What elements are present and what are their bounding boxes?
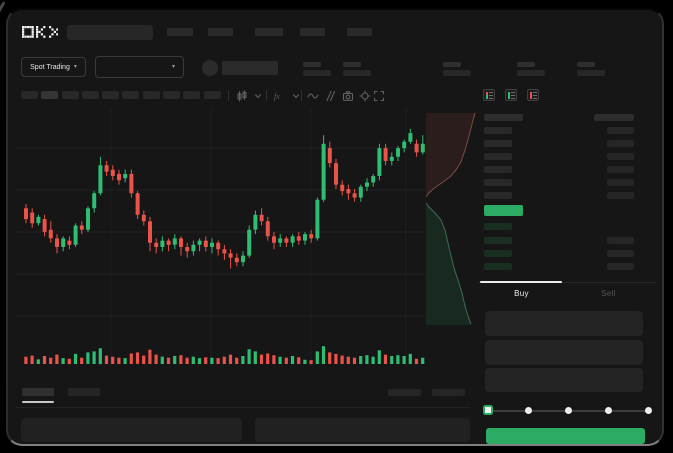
interval-button-placeholder-9[interactable] <box>183 91 200 99</box>
bottom-tab-active-underline <box>22 401 54 403</box>
stat-label-placeholder-1 <box>303 62 321 67</box>
fullscreen-icon[interactable] <box>373 89 385 102</box>
camera-icon[interactable] <box>342 89 354 101</box>
stat-label-placeholder-4 <box>517 62 535 67</box>
okx-logo <box>22 26 61 39</box>
interval-button-placeholder-6[interactable] <box>122 91 139 99</box>
orderbook-header-price <box>484 114 523 121</box>
stat-value-placeholder-4 <box>517 70 545 76</box>
bid-row-price-2[interactable] <box>484 237 512 244</box>
ask-row-amount-6 <box>607 192 634 199</box>
orderbook-header-amount <box>594 114 634 121</box>
bottom-action-placeholder-1[interactable] <box>388 389 421 396</box>
ask-row-amount-2 <box>607 140 634 147</box>
buy-tab-underline <box>480 281 562 283</box>
stat-label-placeholder-2 <box>343 62 361 67</box>
toolbar-divider-1 <box>228 90 229 101</box>
ask-row-price-2[interactable] <box>484 140 512 147</box>
interval-button-placeholder-4[interactable] <box>82 91 99 99</box>
settings-gear-icon[interactable] <box>359 89 371 102</box>
bottom-action-placeholder-2[interactable] <box>432 389 465 396</box>
interval-button-placeholder-10[interactable] <box>204 91 221 99</box>
tab-buy[interactable]: Buy <box>514 289 529 298</box>
nav-item-placeholder-4[interactable] <box>300 28 325 36</box>
interval-button-placeholder-3[interactable] <box>62 91 79 99</box>
wave-indicator-icon[interactable] <box>307 89 319 101</box>
search-input[interactable] <box>67 25 153 40</box>
order-input-placeholder-2[interactable] <box>485 340 643 365</box>
ask-row-price-5[interactable] <box>484 179 512 186</box>
bid-row-price-3[interactable] <box>484 250 512 257</box>
nav-item-placeholder-3[interactable] <box>255 28 283 36</box>
bottom-content-row-1 <box>21 418 242 442</box>
candle-style-icon[interactable] <box>236 89 248 102</box>
orderbook-asks-icon[interactable] <box>527 89 539 101</box>
compare-icon[interactable] <box>324 89 336 102</box>
nav-item-placeholder-1[interactable] <box>167 28 193 36</box>
pair-dropdown[interactable]: ▾ <box>95 56 184 78</box>
stat-value-placeholder-2 <box>343 70 371 76</box>
pair-name-placeholder <box>222 61 278 75</box>
ask-row-amount-3 <box>607 153 634 160</box>
nav-item-placeholder-5[interactable] <box>347 28 372 36</box>
chevron-down-icon: ▾ <box>73 64 77 70</box>
ask-row-amount-5 <box>607 179 634 186</box>
bid-row-amount-3 <box>607 250 634 257</box>
order-input-placeholder-1[interactable] <box>485 311 643 336</box>
orderbook-all-icon[interactable] <box>483 89 495 101</box>
ask-row-amount-1 <box>607 127 634 134</box>
depth-chart[interactable] <box>425 110 478 330</box>
ask-row-amount-4 <box>607 166 634 173</box>
bottom-tab-placeholder-1[interactable] <box>22 388 54 396</box>
fx-indicator-icon[interactable]: fx <box>272 89 284 101</box>
stat-value-placeholder-1 <box>303 70 331 76</box>
interval-button-placeholder-1[interactable] <box>21 91 38 99</box>
bid-row-price-1[interactable] <box>484 223 512 230</box>
market-type-label: Spot Trading <box>30 63 70 71</box>
candlestick-chart[interactable] <box>16 108 425 370</box>
bid-row-price-4[interactable] <box>484 263 512 270</box>
slider-stop-2[interactable] <box>524 407 532 414</box>
bottom-divider <box>16 407 470 408</box>
ask-row-price-4[interactable] <box>484 166 512 173</box>
last-price-indicator <box>484 205 523 216</box>
slider-stop-3[interactable] <box>564 407 572 414</box>
orderbook-bids-icon[interactable] <box>505 89 517 101</box>
stat-value-placeholder-3 <box>443 70 471 76</box>
bottom-content-row-2 <box>255 418 470 442</box>
stat-label-placeholder-3 <box>443 62 461 67</box>
ask-row-price-3[interactable] <box>484 153 512 160</box>
chevron-down-icon[interactable] <box>290 89 302 101</box>
bid-row-amount-2 <box>607 237 634 244</box>
ask-row-price-6[interactable] <box>484 192 512 199</box>
interval-button-placeholder-5[interactable] <box>102 91 119 99</box>
interval-button-placeholder-2[interactable] <box>41 91 58 99</box>
nav-item-placeholder-2[interactable] <box>208 28 233 36</box>
tab-sell[interactable]: Sell <box>601 289 616 298</box>
buy-submit-button[interactable] <box>486 428 645 444</box>
toolbar-divider-2 <box>266 90 267 101</box>
bottom-tab-placeholder-2[interactable] <box>68 388 100 396</box>
svg-text:fx: fx <box>274 92 280 101</box>
slider-stop-5[interactable] <box>644 407 652 414</box>
coin-avatar <box>202 60 218 76</box>
stat-value-placeholder-5 <box>577 70 605 76</box>
toolbar-divider-3 <box>301 90 302 101</box>
chevron-down-icon[interactable] <box>252 89 264 101</box>
chevron-down-icon: ▾ <box>171 64 175 70</box>
slider-handle[interactable] <box>483 405 493 415</box>
ask-row-price-1[interactable] <box>484 127 512 134</box>
bid-row-amount-4 <box>607 263 634 270</box>
tabs-divider <box>478 282 655 283</box>
order-input-placeholder-3[interactable] <box>485 368 643 392</box>
interval-button-placeholder-7[interactable] <box>143 91 160 99</box>
slider-stop-4[interactable] <box>604 407 612 414</box>
market-type-selector[interactable]: Spot Trading ▾ <box>21 57 86 77</box>
stat-label-placeholder-5 <box>577 62 595 67</box>
interval-button-placeholder-8[interactable] <box>163 91 180 99</box>
